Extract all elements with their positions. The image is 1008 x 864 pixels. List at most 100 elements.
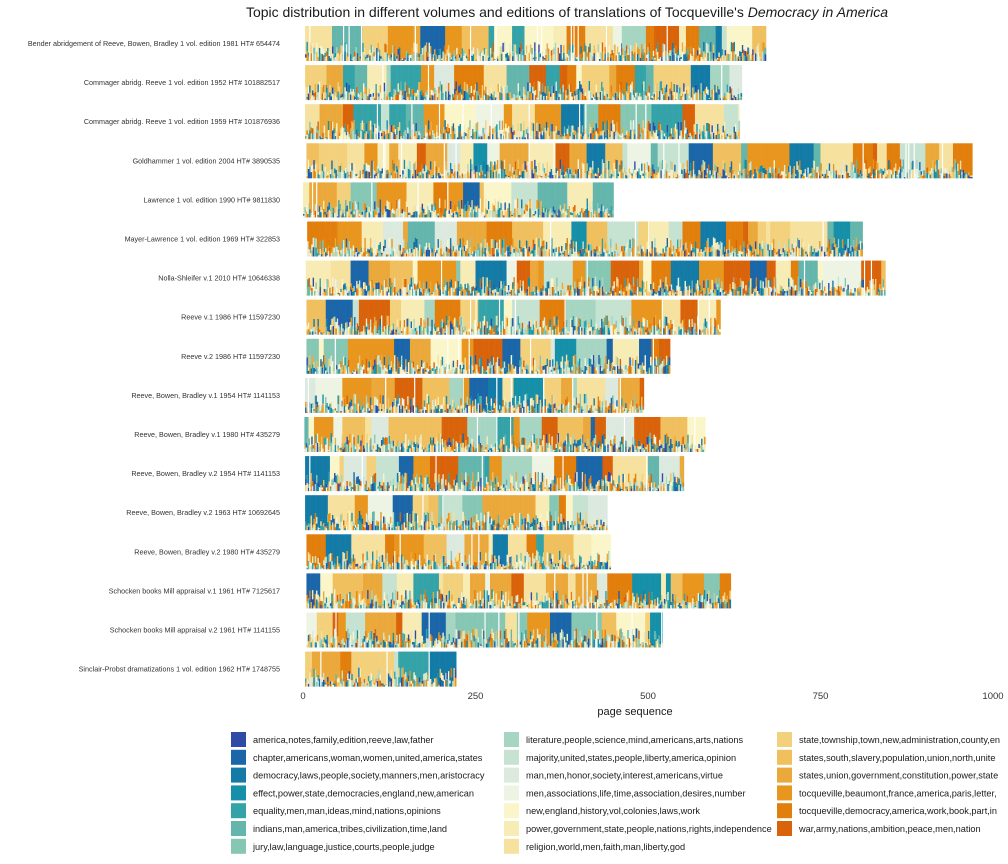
topic-segment [453, 55, 456, 61]
topic-segment [631, 56, 634, 61]
topic-segment [616, 104, 618, 123]
topic-segment [741, 172, 743, 176]
topic-segment [583, 65, 585, 91]
topic-segment [875, 143, 878, 161]
topic-segment [970, 175, 973, 177]
topic-segment [452, 104, 455, 124]
topic-segment [586, 135, 589, 138]
topic-segment [607, 26, 609, 53]
topic-segment [939, 174, 941, 179]
topic-segment [505, 123, 507, 132]
topic-segment [492, 104, 494, 129]
topic-segment [400, 133, 402, 137]
topic-segment [696, 65, 698, 86]
topic-segment [481, 65, 484, 86]
topic-segment [601, 168, 604, 179]
topic-segment [730, 26, 733, 42]
topic-segment [705, 104, 708, 123]
topic-segment [524, 94, 527, 101]
topic-segment [708, 97, 711, 99]
topic-segment [670, 133, 673, 140]
topic-segment [409, 161, 411, 170]
topic-segment [452, 173, 455, 176]
topic-segment [703, 65, 705, 83]
topic-segment [365, 131, 368, 140]
topic-segment [772, 173, 774, 179]
topic-segment [497, 91, 500, 101]
topic-segment [314, 83, 317, 92]
topic-segment [707, 122, 710, 132]
topic-segment [543, 26, 546, 58]
topic-segment [869, 143, 872, 167]
topic-segment [659, 81, 661, 91]
topic-segment [690, 170, 692, 179]
topic-segment [345, 167, 347, 174]
topic-segment [710, 133, 712, 137]
topic-segment [369, 182, 372, 212]
topic-segment [679, 93, 681, 101]
topic-segment [510, 98, 513, 101]
topic-segment [401, 95, 404, 101]
topic-segment [311, 133, 314, 140]
topic-segment [307, 52, 310, 57]
topic-segment [386, 104, 389, 121]
topic-segment [519, 214, 522, 218]
topic-segment [534, 65, 537, 91]
topic-segment [688, 26, 691, 60]
topic-segment [718, 65, 721, 90]
topic-segment [531, 130, 534, 140]
topic-segment [627, 55, 629, 61]
topic-segment [685, 51, 688, 57]
topic-segment [531, 122, 534, 131]
topic-segment [655, 104, 658, 130]
topic-segment [336, 123, 338, 132]
topic-segment [481, 212, 483, 216]
topic-segment [531, 54, 534, 61]
topic-segment [387, 26, 390, 56]
topic-segment [514, 161, 517, 170]
topic-segment [481, 136, 483, 140]
topic-segment [614, 65, 617, 93]
topic-segment [574, 95, 576, 101]
topic-segment [340, 182, 343, 216]
topic-segment [609, 104, 612, 135]
topic-segment [729, 53, 732, 61]
topic-segment [348, 174, 351, 177]
topic-segment [690, 97, 693, 101]
topic-segment [383, 182, 386, 210]
topic-segment [666, 132, 669, 140]
topic-segment [536, 171, 539, 176]
topic-segment [434, 49, 436, 56]
topic-segment [593, 176, 596, 179]
topic-segment [375, 128, 378, 134]
topic-segment [351, 121, 353, 131]
topic-segment [580, 168, 583, 174]
topic-segment [385, 44, 388, 53]
topic-segment [423, 97, 426, 99]
topic-segment [443, 133, 445, 140]
topic-segment [782, 171, 785, 179]
topic-segment [389, 132, 391, 140]
topic-segment [676, 65, 678, 85]
topic-segment [359, 143, 362, 171]
topic-segment [532, 213, 534, 218]
topic-segment [375, 83, 378, 93]
topic-segment [371, 94, 373, 101]
topic-segment [656, 26, 659, 43]
topic-segment [393, 163, 396, 171]
topic-segment [413, 182, 416, 207]
topic-segment [895, 170, 897, 179]
topic-segment [668, 143, 671, 174]
topic-segment [545, 143, 547, 174]
topic-segment [935, 165, 937, 172]
topic-segment [523, 86, 525, 94]
topic-segment [684, 65, 687, 88]
topic-segment [642, 104, 645, 121]
topic-segment [620, 65, 623, 82]
topic-segment [472, 54, 475, 61]
topic-segment [554, 26, 557, 43]
topic-segment [643, 44, 646, 53]
topic-segment [638, 123, 641, 132]
topic-segment [573, 175, 576, 179]
topic-segment [663, 44, 666, 53]
